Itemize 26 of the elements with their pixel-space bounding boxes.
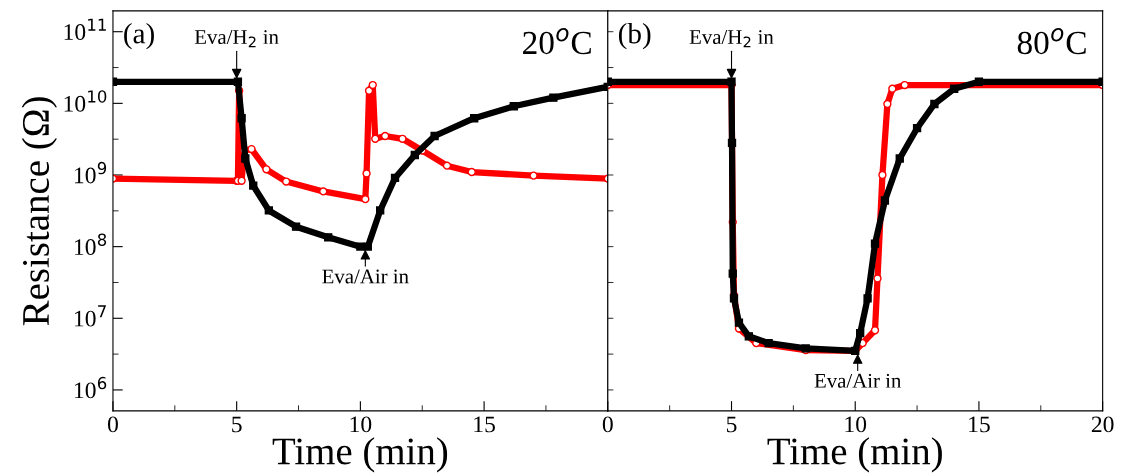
- x-tick-label: 0: [107, 416, 118, 433]
- x-tick-label: 5: [726, 416, 737, 433]
- annotation: 80$^{o}$C: [1017, 28, 1086, 55]
- x-tick-label: 20: [1091, 416, 1114, 433]
- annotation: Eva/Air in: [322, 269, 409, 284]
- x-axis-title: Time (min): [272, 437, 448, 473]
- y-tick-label: 10$^{11}$: [64, 18, 106, 40]
- y-tick-label: 10$^{7}$: [75, 305, 106, 327]
- x-tick-label: 10: [350, 416, 372, 433]
- x-tick-label: 15: [969, 416, 990, 433]
- x-axis-title: Time (min): [767, 437, 942, 473]
- y-tick-label: 10$^{9}$: [75, 161, 107, 184]
- annotation: Eva/H$_{2}$ in: [689, 30, 774, 48]
- x-tick-label: 0: [602, 416, 613, 433]
- x-tick-label: 10: [845, 416, 867, 433]
- annotation: Eva/Air in: [814, 373, 902, 388]
- y-tick-label: 10$^{6}$: [75, 376, 107, 399]
- y-tick-label: 10$^{10}$: [64, 90, 107, 112]
- x-tick-label: 15: [474, 416, 495, 433]
- annotation: Eva/H$_{2}$ in: [194, 30, 279, 48]
- x-tick-label: 5: [232, 416, 242, 433]
- annotation: (a): [124, 22, 154, 50]
- y-axis-title: Resistance (Ω): [21, 97, 57, 326]
- y-tick-label: 10$^{8}$: [75, 233, 107, 256]
- annotation: (b): [618, 22, 651, 50]
- annotation: 20$^{o}$C: [523, 28, 591, 55]
